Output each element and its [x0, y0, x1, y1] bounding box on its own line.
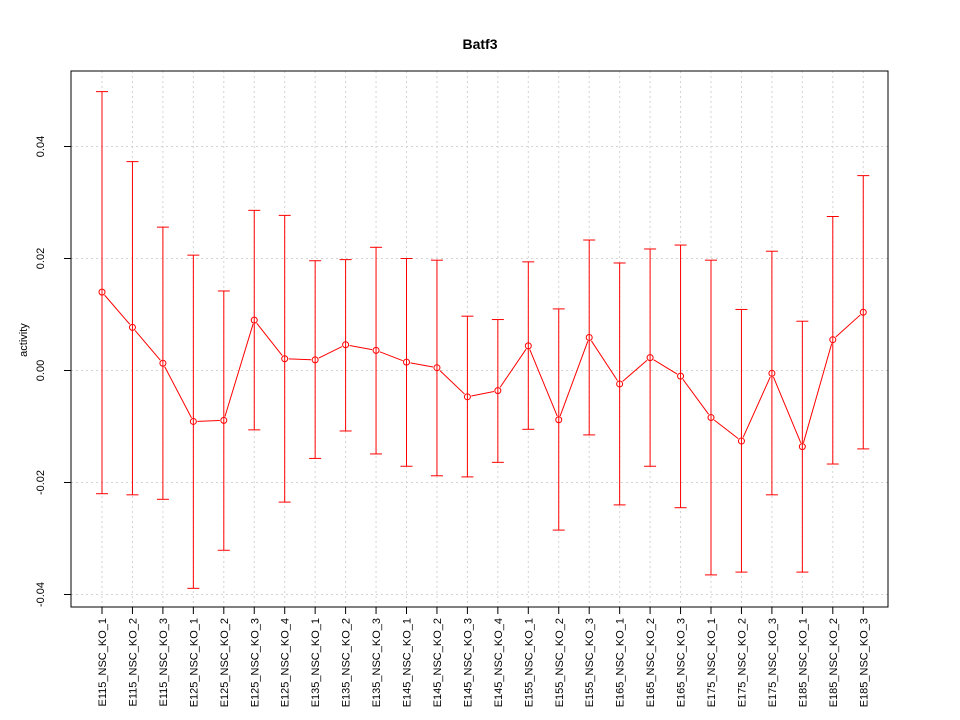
series-line-segment	[349, 344, 373, 351]
series-line-segment	[224, 323, 254, 417]
series-line-segment	[439, 370, 465, 395]
series-line-segment	[471, 390, 495, 397]
x-tick-label: E165_NSC_KO_3	[676, 618, 688, 707]
series-line-segment	[164, 366, 192, 419]
x-tick-label: E125_NSC_KO_3	[249, 618, 261, 707]
series-line-segment	[499, 348, 527, 388]
series-line-segment	[559, 341, 589, 417]
x-tick-label: E165_NSC_KO_1	[615, 618, 627, 707]
series-line-segment	[104, 294, 131, 325]
y-axis-label: activity	[18, 323, 30, 357]
x-tick-label: E145_NSC_KO_3	[462, 618, 474, 707]
data-point	[798, 443, 806, 451]
x-tick-label: E165_NSC_KO_2	[645, 618, 657, 707]
data-point	[128, 323, 136, 331]
series-line-segment	[802, 343, 833, 443]
series-line-segment	[288, 358, 312, 361]
series-line-segment	[713, 419, 739, 440]
point-layer	[98, 288, 867, 451]
data-point	[646, 354, 654, 362]
y-tick-label: -0.02	[35, 470, 47, 495]
x-tick-label: E155_NSC_KO_2	[554, 618, 566, 707]
series-line-segment	[622, 359, 648, 382]
x-tick-label: E155_NSC_KO_1	[523, 618, 535, 707]
x-tick-label: E175_NSC_KO_2	[736, 618, 748, 707]
series-line-segment	[529, 349, 558, 417]
series-line-segment	[772, 376, 802, 444]
series-line-segment	[590, 340, 618, 381]
x-tick-label: E155_NSC_KO_3	[584, 618, 596, 707]
x-tick-label: E145_NSC_KO_1	[402, 618, 414, 707]
series-line-segment	[682, 379, 710, 415]
data-point	[737, 437, 745, 445]
data-point	[555, 416, 563, 424]
series-line-segment	[835, 314, 861, 338]
y-tick-label: 0.00	[35, 360, 47, 381]
data-point	[829, 336, 837, 344]
data-point	[159, 359, 167, 367]
x-tick-label: E135_NSC_KO_1	[310, 618, 322, 707]
x-tick-label: E115_NSC_KO_3	[158, 618, 170, 706]
data-point	[585, 333, 593, 341]
series-line-segment	[742, 376, 771, 438]
data-point	[524, 342, 532, 350]
data-point	[189, 417, 197, 425]
series-line-segment	[134, 330, 161, 361]
data-point	[403, 358, 410, 366]
x-tick-label: E135_NSC_KO_3	[371, 618, 383, 707]
line-layer	[104, 294, 861, 444]
plot-frame	[70, 70, 889, 608]
series-line-segment	[318, 346, 343, 359]
data-point	[311, 356, 319, 364]
x-tick-label: E185_NSC_KO_3	[858, 618, 870, 707]
series-line-segment	[379, 351, 403, 362]
x-tick-label: E115_NSC_KO_1	[97, 618, 109, 706]
x-tick-label: E145_NSC_KO_4	[493, 618, 505, 707]
x-tick-label: E175_NSC_KO_3	[767, 618, 779, 707]
data-point	[250, 316, 258, 324]
x-tick-label: E135_NSC_KO_2	[341, 618, 353, 707]
y-tick-label: -0.04	[35, 582, 47, 607]
axes-layer: -0.04 -0.02 0.00 0.02 0.04 E115_NSC_KO_1 E115_…	[35, 136, 870, 707]
series-line-segment	[256, 322, 283, 356]
x-tick-label: E125_NSC_KO_2	[219, 618, 231, 707]
data-point	[98, 288, 106, 296]
y-tick-label: 0.04	[35, 136, 47, 157]
errorbar-layer	[96, 91, 870, 589]
x-tick-label: E115_NSC_KO_2	[127, 618, 139, 706]
x-tick-label: E175_NSC_KO_1	[706, 618, 718, 707]
y-tick-label: 0.02	[35, 248, 47, 269]
series-line-segment	[653, 359, 678, 375]
data-point	[494, 387, 502, 395]
data-point	[281, 355, 289, 363]
data-point	[463, 393, 471, 401]
chart-title: Batf3	[462, 36, 497, 52]
data-point	[616, 380, 624, 388]
x-tick-label: E125_NSC_KO_4	[280, 618, 292, 707]
data-point	[342, 341, 350, 349]
x-tick-label: E125_NSC_KO_1	[188, 618, 200, 707]
series-line-segment	[410, 362, 434, 368]
data-point	[707, 414, 715, 422]
x-tick-label: E185_NSC_KO_2	[828, 618, 840, 707]
data-point	[677, 372, 685, 380]
x-tick-label: E145_NSC_KO_2	[432, 618, 444, 707]
data-point	[433, 364, 441, 372]
data-point	[768, 369, 776, 377]
data-point	[859, 308, 867, 316]
x-tick-label: E185_NSC_KO_1	[797, 618, 809, 707]
series-line-segment	[197, 419, 220, 422]
data-point	[220, 416, 228, 424]
data-point	[372, 346, 380, 354]
